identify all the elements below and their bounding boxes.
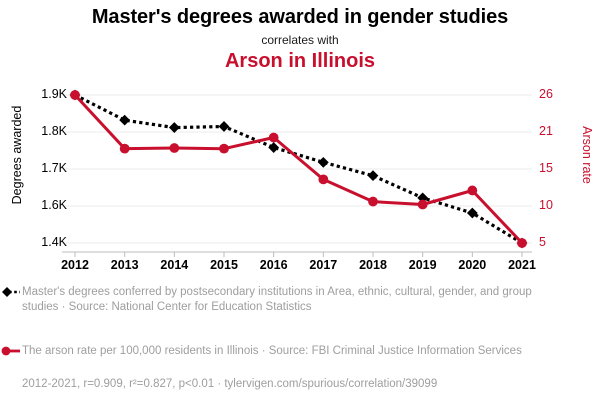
- chart-title: Master's degrees awarded in gender studi…: [91, 6, 509, 28]
- right-axis-tick: 21: [539, 124, 553, 138]
- right-axis-title: Arson rate: [580, 126, 594, 184]
- x-axis-tick: 2017: [309, 258, 338, 272]
- chart-subtitle: Arson in Illinois: [224, 50, 375, 72]
- x-axis-tick: 2016: [259, 258, 288, 272]
- legend-text-arson: The arson rate per 100,000 residents in …: [22, 345, 522, 357]
- right-axis-tick: 10: [539, 198, 553, 212]
- x-axis-tick: 2021: [508, 258, 536, 272]
- x-axis-tick: 2014: [160, 258, 189, 272]
- x-axis-tick: 2013: [110, 258, 139, 272]
- chart-footer-stats: 2012-2021, r=0.909, r²=0.827, p<0.01 · t…: [22, 378, 438, 390]
- left-axis-tick: 1.8K: [41, 124, 67, 138]
- left-axis-tick: 1.7K: [41, 161, 67, 175]
- chart-title-connector: correlates with: [261, 33, 339, 47]
- diamond-dotted-marker: [2, 287, 20, 297]
- right-axis-tick: 5: [539, 235, 546, 249]
- right-axis-tick: 26: [539, 87, 553, 101]
- legend-text-degrees: Master's degrees conferred by postsecond…: [22, 286, 532, 313]
- left-axis-tick: 1.6K: [41, 198, 67, 212]
- x-axis-tick: 2020: [458, 258, 487, 272]
- left-axis-tick: 1.9K: [41, 87, 67, 101]
- x-axis-tick: 2012: [61, 258, 89, 272]
- x-axis-tick: 2018: [359, 258, 387, 272]
- circle-solid-marker: [1, 346, 20, 356]
- right-axis-tick: 15: [539, 161, 553, 175]
- x-axis-tick: 2019: [408, 258, 437, 272]
- x-axis-tick: 2015: [210, 258, 238, 272]
- left-axis-tick: 1.4K: [41, 235, 67, 249]
